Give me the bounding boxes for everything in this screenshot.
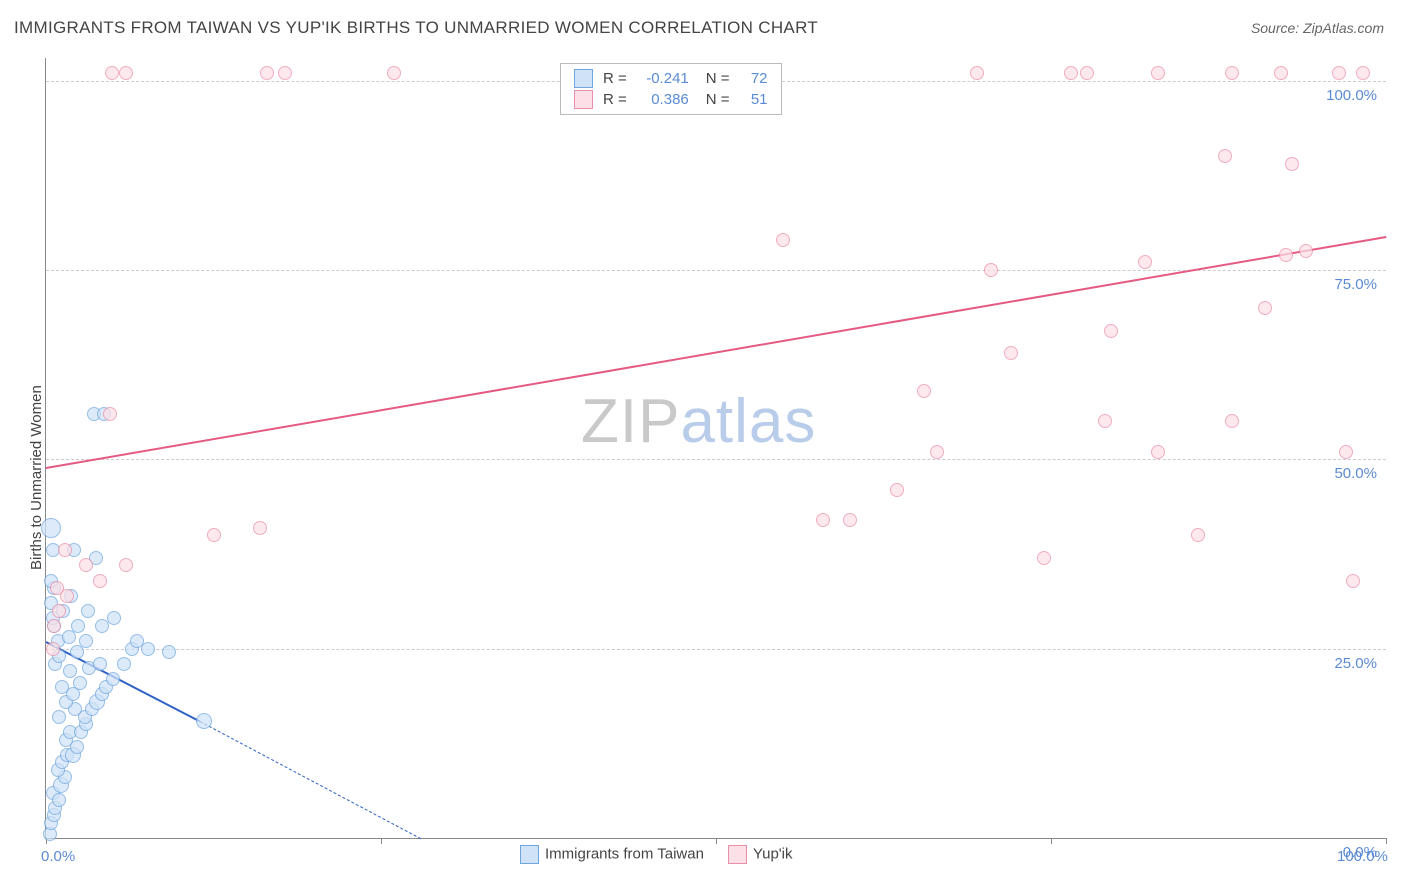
data-point [1279, 248, 1293, 262]
data-point [917, 384, 931, 398]
plot-area [45, 58, 1386, 839]
data-point [55, 680, 69, 694]
y-axis-title: Births to Unmarried Women [28, 385, 45, 570]
data-point [1218, 149, 1232, 163]
data-point [1299, 244, 1313, 258]
data-point [119, 66, 133, 80]
data-point [387, 66, 401, 80]
data-point [58, 543, 72, 557]
x-tick [381, 838, 382, 844]
data-point [843, 513, 857, 527]
source-label: Source: ZipAtlas.com [1251, 20, 1384, 36]
data-point [1080, 66, 1094, 80]
data-point [105, 66, 119, 80]
data-point [1191, 528, 1205, 542]
data-point [1346, 574, 1360, 588]
data-point [776, 233, 790, 247]
data-point [984, 263, 998, 277]
data-point [46, 642, 60, 656]
y-tick-label: 100.0% [1326, 87, 1377, 104]
gridline [46, 459, 1386, 460]
data-point [119, 558, 133, 572]
data-point [970, 66, 984, 80]
x-tick [1386, 838, 1387, 844]
data-point [1258, 301, 1272, 315]
data-point [71, 619, 85, 633]
data-point [1037, 551, 1051, 565]
data-point [1064, 66, 1078, 80]
data-point [50, 581, 64, 595]
data-point [79, 558, 93, 572]
data-point [63, 664, 77, 678]
data-point [260, 66, 274, 80]
x-tick-label: 100.0% [1337, 848, 1388, 865]
data-point [73, 676, 87, 690]
legend-item: Immigrants from Taiwan [520, 845, 704, 864]
data-point [52, 604, 66, 618]
data-point [1225, 66, 1239, 80]
y-tick-label: 50.0% [1334, 465, 1377, 482]
data-point [103, 407, 117, 421]
data-point [107, 611, 121, 625]
data-point [52, 710, 66, 724]
x-tick [716, 838, 717, 844]
data-point [130, 634, 144, 648]
data-point [1151, 445, 1165, 459]
gridline [46, 649, 1386, 650]
data-point [890, 483, 904, 497]
data-point [79, 634, 93, 648]
data-point [207, 528, 221, 542]
trend-line [200, 721, 422, 839]
x-tick [1051, 838, 1052, 844]
legend-item: Yup'ik [728, 845, 793, 864]
data-point [1225, 414, 1239, 428]
y-tick-label: 75.0% [1334, 276, 1377, 293]
data-point [1151, 66, 1165, 80]
data-point [196, 713, 212, 729]
data-point [253, 521, 267, 535]
data-point [1285, 157, 1299, 171]
data-point [278, 66, 292, 80]
data-point [1356, 66, 1370, 80]
x-tick-label: 0.0% [41, 848, 75, 865]
data-point [1274, 66, 1288, 80]
data-point [93, 657, 107, 671]
data-point [93, 574, 107, 588]
legend-correlation-table: R =-0.241N =72R =0.386N =51 [569, 68, 773, 110]
data-point [62, 630, 76, 644]
data-point [52, 793, 66, 807]
data-point [1004, 346, 1018, 360]
chart-title: IMMIGRANTS FROM TAIWAN VS YUP'IK BIRTHS … [14, 18, 818, 38]
data-point [1138, 255, 1152, 269]
data-point [162, 645, 176, 659]
data-point [1104, 324, 1118, 338]
data-point [81, 604, 95, 618]
data-point [47, 619, 61, 633]
data-point [1339, 445, 1353, 459]
data-point [930, 445, 944, 459]
data-point [1098, 414, 1112, 428]
legend-series: Immigrants from Taiwan Yup'ik [520, 845, 793, 864]
data-point [70, 645, 84, 659]
data-point [816, 513, 830, 527]
legend-correlation-box: R =-0.241N =72R =0.386N =51 [560, 63, 782, 115]
data-point [117, 657, 131, 671]
data-point [106, 672, 120, 686]
data-point [1332, 66, 1346, 80]
y-tick-label: 25.0% [1334, 655, 1377, 672]
